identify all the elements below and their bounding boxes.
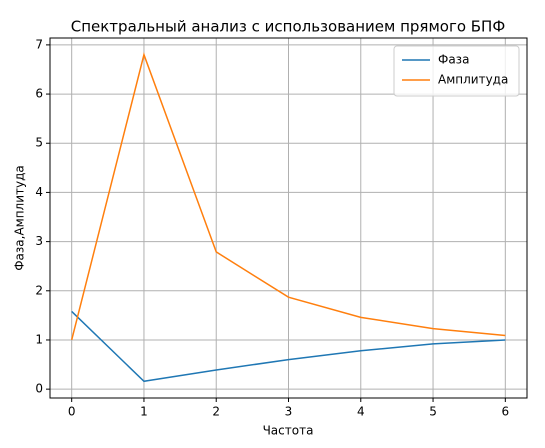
y-axis-label: Фаза,Амплитуда — [13, 165, 27, 271]
series-line — [71, 310, 506, 383]
plot-frame — [49, 37, 528, 399]
legend-label: Фаза — [438, 53, 469, 67]
x-axis-label: Частота — [263, 424, 314, 438]
legend: Фаза Амплитуда — [393, 45, 520, 97]
legend-box — [393, 45, 520, 97]
chart-title: Спектральный анализ с использованием пря… — [71, 18, 506, 36]
x-tick-label: 2 — [212, 405, 220, 419]
y-tick-label: 4 — [35, 185, 43, 199]
x-tick-label: 5 — [429, 405, 437, 419]
x-tick-label: 0 — [68, 405, 76, 419]
y-tick-label: 5 — [35, 136, 43, 150]
y-tick-label: 7 — [35, 37, 43, 51]
y-tick-label: 6 — [35, 87, 43, 101]
x-tick-label: 4 — [357, 405, 365, 419]
x-tick-label: 3 — [285, 405, 293, 419]
legend-label: Амплитуда — [438, 73, 508, 87]
y-tick-label: 0 — [35, 382, 43, 396]
series-line — [70, 52, 506, 341]
x-tick-label: 1 — [140, 405, 148, 419]
y-tick-label: 2 — [35, 283, 43, 297]
x-tick-label: 6 — [501, 405, 509, 419]
y-tick-label: 1 — [35, 332, 43, 346]
y-tick-label: 3 — [35, 234, 43, 248]
